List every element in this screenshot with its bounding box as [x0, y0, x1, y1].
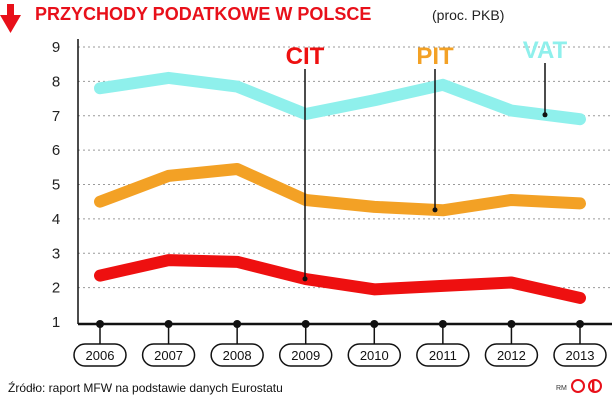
series-lines [94, 71, 586, 304]
y-tick-label: 6 [52, 142, 60, 159]
x-tick-label: 2013 [566, 348, 595, 363]
y-tick-label: 2 [52, 280, 60, 297]
x-tick-pill [141, 343, 196, 367]
x-tick-pill [484, 343, 539, 367]
series-label-cit: CIT [286, 43, 325, 70]
y-tick-label: 7 [52, 108, 60, 125]
x-tick-pill [553, 343, 607, 367]
x-tick-label: 2008 [223, 348, 252, 363]
pointer-dot-pit [432, 207, 438, 213]
x-tick-label: 2012 [497, 348, 526, 363]
x-axis: 2006 2007 2008 2009 2010 2011 2012 2013 [73, 39, 612, 367]
series-line-vat [94, 71, 586, 126]
y-tick-label: 9 [52, 39, 60, 56]
series-label-pit: PIT [416, 43, 454, 70]
x-tick-label: 2007 [154, 348, 183, 363]
series-label-vat: VAT [523, 37, 568, 64]
x-tick-pill [347, 343, 402, 367]
x-tick-pill [416, 343, 470, 367]
down-arrow-icon [0, 4, 21, 33]
y-tick-label: 3 [52, 245, 60, 262]
x-tick-pill [210, 343, 264, 367]
series-label-pointers: CIT PIT VAT [286, 37, 568, 282]
source-note: Źródło: raport MFW na podstawie danych E… [8, 380, 283, 395]
y-tick-label: 1 [52, 314, 60, 331]
chart-unit: (proc. PKB) [432, 7, 504, 23]
x-tick-label: 2011 [429, 348, 457, 363]
y-tick-label: 5 [52, 177, 60, 194]
y-axis-ticks: 1 2 3 4 5 6 7 8 9 [52, 39, 60, 331]
x-tick-pill [73, 343, 127, 367]
credit-initials: RM [556, 385, 567, 392]
x-tick-label: 2006 [86, 348, 115, 363]
x-tick-label: 2010 [360, 348, 389, 363]
pointer-dot-vat [542, 112, 548, 118]
x-tick-pill [278, 343, 333, 367]
y-tick-label: 8 [52, 73, 60, 90]
y-tick-label: 4 [52, 211, 60, 228]
x-tick-label: 2009 [291, 348, 320, 363]
pointer-dot-cit [302, 276, 308, 282]
publisher-logo-icon [571, 379, 602, 393]
series-line-cit [94, 254, 586, 304]
chart-title: PRZYCHODY PODATKOWE W POLSCE [35, 4, 371, 24]
series-line-pit [94, 163, 586, 217]
